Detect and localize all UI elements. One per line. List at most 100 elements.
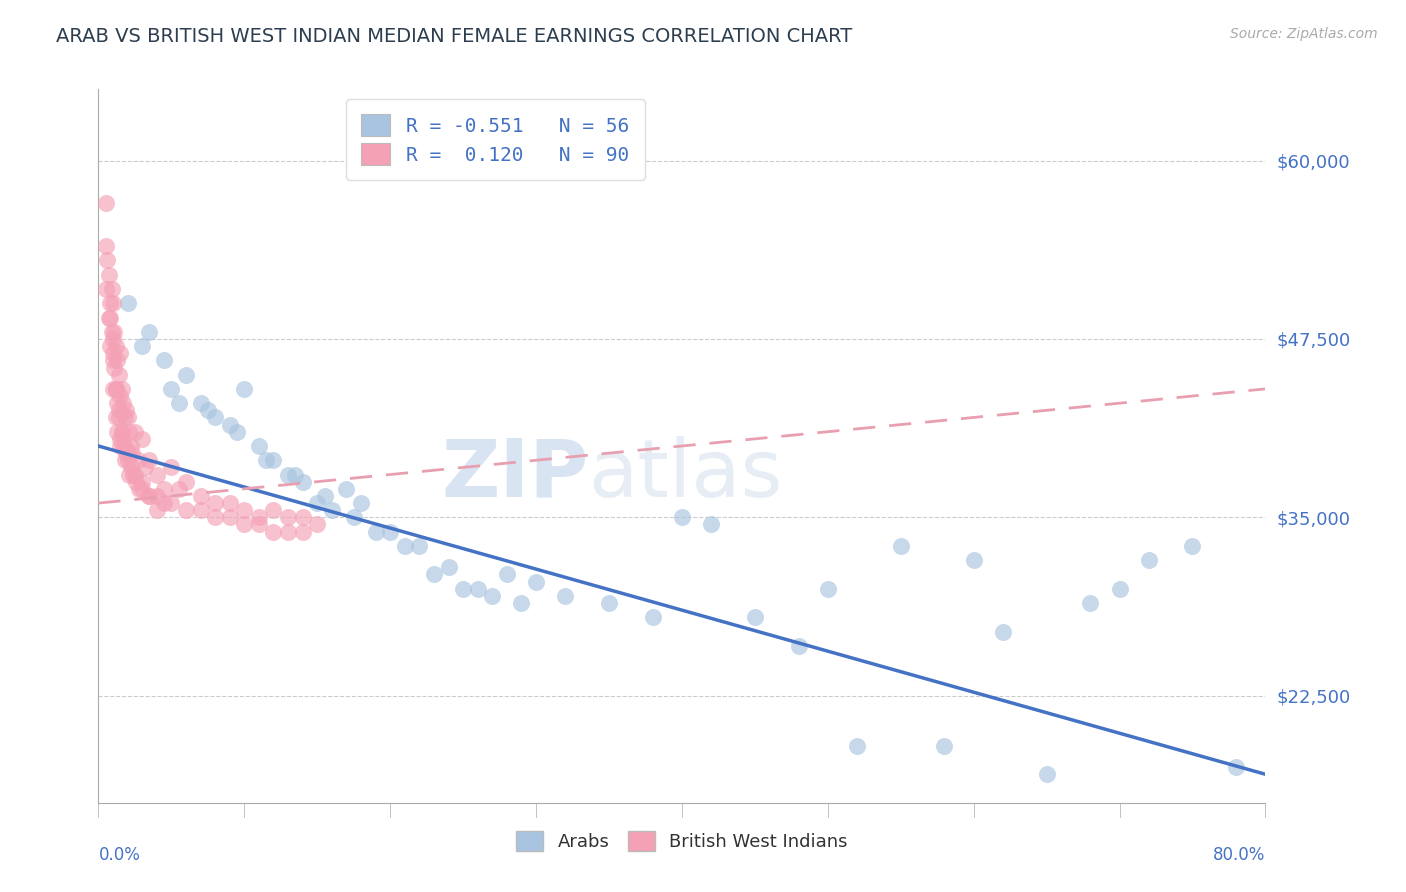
Point [100, 325, 122, 339]
Point [204, 496, 226, 510]
Point [233, 503, 256, 517]
Point [1080, 596, 1102, 610]
Point [247, 517, 270, 532]
Point [190, 489, 212, 503]
Point [118, 425, 141, 439]
Point [115, 403, 138, 417]
Point [110, 439, 132, 453]
Point [335, 482, 357, 496]
Point [1108, 582, 1130, 596]
Point [138, 325, 160, 339]
Point [146, 467, 169, 482]
Point [118, 467, 141, 482]
Point [128, 482, 150, 496]
Point [226, 425, 249, 439]
Point [131, 482, 153, 496]
Point [291, 475, 314, 489]
Point [247, 439, 270, 453]
Point [105, 353, 128, 368]
Point [321, 503, 343, 517]
Point [101, 346, 124, 360]
Point [277, 467, 299, 482]
Point [98, 296, 121, 310]
Point [131, 475, 153, 489]
Point [127, 453, 149, 467]
Point [101, 296, 124, 310]
Point [218, 496, 240, 510]
Point [114, 410, 136, 425]
Point [114, 439, 136, 453]
Point [100, 282, 122, 296]
Point [1035, 767, 1057, 781]
Point [247, 510, 270, 524]
Point [481, 589, 503, 603]
Point [1181, 539, 1204, 553]
Point [124, 425, 146, 439]
Point [104, 339, 127, 353]
Point [110, 346, 132, 360]
Point [343, 510, 366, 524]
Point [120, 460, 142, 475]
Point [174, 368, 197, 382]
Point [350, 496, 373, 510]
Point [112, 439, 135, 453]
Point [408, 539, 430, 553]
Point [131, 339, 153, 353]
Point [125, 475, 148, 489]
Legend: Arabs, British West Indians: Arabs, British West Indians [509, 823, 855, 858]
Point [197, 403, 219, 417]
Point [122, 467, 145, 482]
Point [112, 396, 135, 410]
Point [138, 489, 160, 503]
Point [218, 510, 240, 524]
Point [103, 325, 125, 339]
Point [103, 360, 125, 375]
Point [190, 503, 212, 517]
Point [117, 296, 139, 310]
Point [146, 503, 169, 517]
Point [111, 382, 134, 396]
Point [496, 567, 519, 582]
Point [962, 553, 984, 567]
Point [233, 517, 256, 532]
Point [307, 517, 329, 532]
Point [97, 268, 120, 282]
Point [394, 539, 416, 553]
Point [510, 596, 533, 610]
Point [146, 489, 169, 503]
Point [817, 582, 839, 596]
Point [98, 339, 121, 353]
Point [105, 396, 128, 410]
Point [263, 524, 285, 539]
Point [138, 453, 160, 467]
Point [451, 582, 474, 596]
Point [277, 510, 299, 524]
Point [160, 460, 183, 475]
Point [291, 510, 314, 524]
Point [124, 467, 146, 482]
Point [111, 425, 134, 439]
Point [104, 382, 127, 396]
Point [277, 524, 299, 539]
Point [153, 482, 176, 496]
Point [110, 389, 132, 403]
Point [153, 353, 176, 368]
Point [96, 253, 118, 268]
Point [846, 739, 869, 753]
Point [117, 453, 139, 467]
Point [101, 382, 124, 396]
Point [380, 524, 402, 539]
Point [117, 410, 139, 425]
Point [98, 310, 121, 325]
Point [108, 403, 131, 417]
Point [263, 503, 285, 517]
Point [153, 496, 176, 510]
Point [641, 610, 664, 624]
Point [991, 624, 1014, 639]
Point [890, 539, 912, 553]
Point [114, 453, 136, 467]
Point [97, 310, 120, 325]
Point [307, 496, 329, 510]
Point [108, 368, 131, 382]
Point [111, 425, 134, 439]
